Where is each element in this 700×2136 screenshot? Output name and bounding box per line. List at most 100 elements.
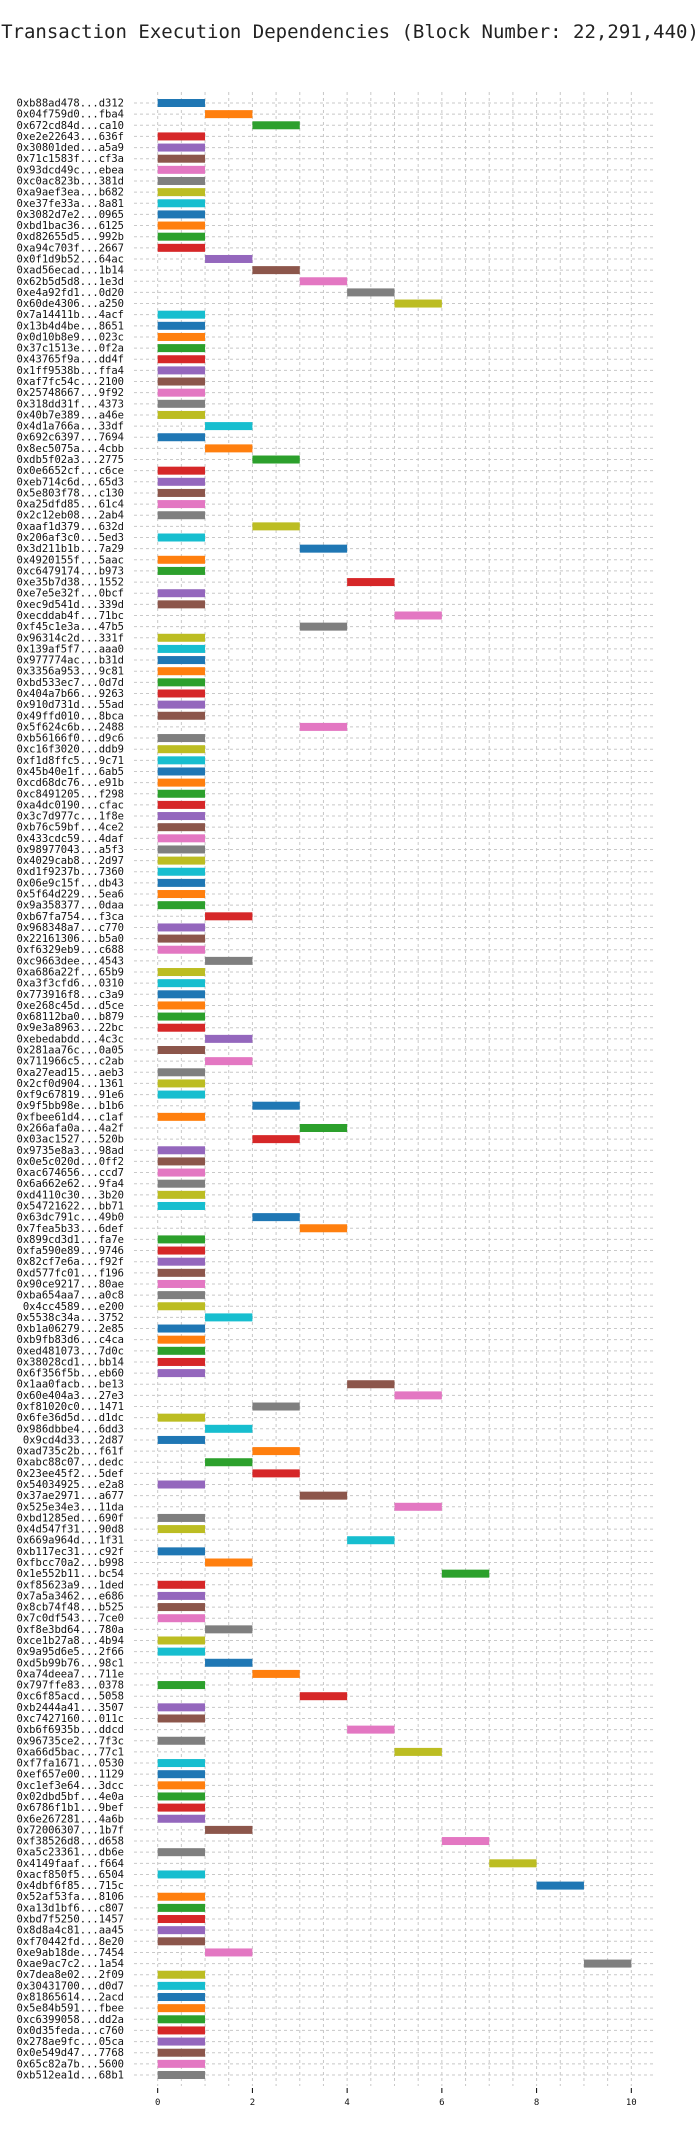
row-label: 0xf85623a9...1ded (17, 1579, 124, 1591)
row-label: 0x23ee45f2...5def (17, 1468, 124, 1480)
transaction-bar (157, 745, 206, 754)
transaction-bar (157, 1046, 206, 1055)
row-label: 0xbd7f5250...1457 (17, 1914, 124, 1926)
transaction-bar (205, 912, 253, 921)
row-label: 0x81865614...2acd (17, 1992, 124, 2004)
row-label: 0xfbee61d4...c1af (17, 1111, 124, 1123)
row-label: 0x692c6397...7694 (17, 432, 124, 444)
x-tick-label: 6 (439, 2098, 444, 2108)
row-label: 0x6786f1b1...9bef (17, 1802, 124, 1814)
transaction-bar (157, 1759, 206, 1768)
transaction-bar (157, 1168, 206, 1177)
row-label: 0x40b7e389...a46e (17, 409, 124, 421)
transaction-bar (157, 1513, 206, 1522)
row-label: 0x54721622...bb71 (17, 1200, 124, 1212)
row-label: 0xd4110c30...3b20 (17, 1189, 124, 1201)
transaction-bar (157, 321, 206, 330)
row-label: 0x4cc4589...e200 (23, 1301, 124, 1313)
row-label: 0x3c7d977c...1f8e (17, 811, 124, 823)
row-label: 0x72006307...1b7f (17, 1824, 124, 1836)
transaction-bar (205, 1948, 253, 1957)
row-label: 0xd5b99b76...98c1 (17, 1657, 124, 1669)
transaction-bar (157, 511, 206, 520)
transaction-bar (157, 878, 206, 887)
transaction-bar (157, 176, 206, 185)
row-label: 0xed481073...7d0c (17, 1345, 124, 1357)
row-label: 0xbd1bac36...6125 (17, 220, 124, 232)
transaction-bar (252, 1213, 300, 1222)
row-label: 0x711966c5...c2ab (17, 1056, 124, 1068)
row-label: 0x9a95d6e5...2f66 (17, 1646, 124, 1658)
transaction-bar (157, 1023, 206, 1032)
transaction-bar (299, 1224, 348, 1233)
transaction-bar (157, 1279, 206, 1288)
transaction-bar (205, 1558, 253, 1567)
transaction-bar (157, 1870, 206, 1879)
transaction-bar (157, 132, 206, 141)
x-tick-label: 4 (344, 2098, 349, 2108)
transaction-bar (347, 1536, 395, 1545)
row-label: 0x8ec5075a...4cbb (17, 443, 124, 455)
transaction-bar (157, 923, 206, 932)
row-label: 0xe268c45d...d5ce (17, 1000, 124, 1012)
row-label: 0xd82655d5...992b (17, 231, 124, 243)
transaction-bar (252, 121, 300, 130)
transaction-bar (157, 1603, 206, 1612)
transaction-bar (157, 1068, 206, 1077)
transaction-bar (157, 1525, 206, 1534)
row-label: 0xbd533ec7...0d7d (17, 677, 124, 689)
transaction-bar (157, 1926, 206, 1935)
x-tick-label: 8 (534, 2098, 539, 2108)
transaction-bar (157, 1915, 206, 1924)
row-label: 0xf6329eb9...c688 (17, 944, 124, 956)
row-label: 0x0d35feda...c760 (17, 2025, 124, 2037)
row-label: 0xae9ac7c2...1a54 (17, 1958, 124, 1970)
transaction-bar (157, 1257, 206, 1266)
transaction-bar (157, 756, 206, 765)
transaction-bar (205, 254, 253, 263)
transaction-bar (157, 812, 206, 821)
transaction-bar (157, 2059, 206, 2068)
transaction-bar (157, 656, 206, 665)
transaction-bar (157, 1324, 206, 1333)
row-label: 0x9cd4d33...2d87 (23, 1434, 124, 1446)
row-label: 0x43765f9a...dd4f (17, 354, 124, 366)
transaction-bar (157, 533, 206, 542)
row-label: 0x96314c2d...331f (17, 632, 124, 644)
transaction-bar (441, 1837, 490, 1846)
row-label: 0xbd1285ed...690f (17, 1512, 124, 1524)
row-label: 0xf45c1e3a...47b5 (17, 621, 124, 633)
transaction-bar (157, 1012, 206, 1021)
transaction-bar (157, 644, 206, 653)
row-label: 0x25748667...9f92 (17, 387, 124, 399)
row-label: 0x60de4306...a250 (17, 298, 124, 310)
row-label: 0x433cdc59...4daf (17, 833, 124, 845)
transaction-bar (205, 422, 253, 431)
transaction-bar (157, 1547, 206, 1556)
transaction-bar (252, 1402, 300, 1411)
row-label: 0x37ae2971...a677 (17, 1490, 124, 1502)
row-label: 0x139af5f7...aaa0 (17, 643, 124, 655)
transaction-bar (157, 1435, 206, 1444)
transaction-bar (347, 578, 395, 587)
transaction-bar (157, 1090, 206, 1099)
row-label: 0x4dbf6f85...715c (17, 1880, 124, 1892)
transaction-bar (157, 1636, 206, 1645)
transaction-bar (299, 1123, 348, 1132)
transaction-bar (157, 678, 206, 687)
transaction-bar (157, 633, 206, 642)
row-label: 0x1e552b11...bc54 (17, 1568, 124, 1580)
transaction-bar (299, 1491, 348, 1500)
transaction-bar (157, 800, 206, 809)
row-label: 0xebedabdd...4c3c (17, 1033, 124, 1045)
row-label: 0x8d8a4c81...aa45 (17, 1925, 124, 1937)
row-label: 0xb76c59bf...4ce2 (17, 822, 124, 834)
row-label: 0xa25dfd85...61c4 (17, 499, 124, 511)
row-label: 0x45b40e1f...6ab5 (17, 766, 124, 778)
transaction-bar (252, 1447, 300, 1456)
row-label: 0xf8e3bd64...780a (17, 1624, 124, 1636)
row-label: 0x37c1513e...0f2a (17, 343, 124, 355)
row-label: 0xecddab4f...71bc (17, 610, 124, 622)
transaction-bar (205, 1057, 253, 1066)
transaction-bar (157, 1246, 206, 1255)
